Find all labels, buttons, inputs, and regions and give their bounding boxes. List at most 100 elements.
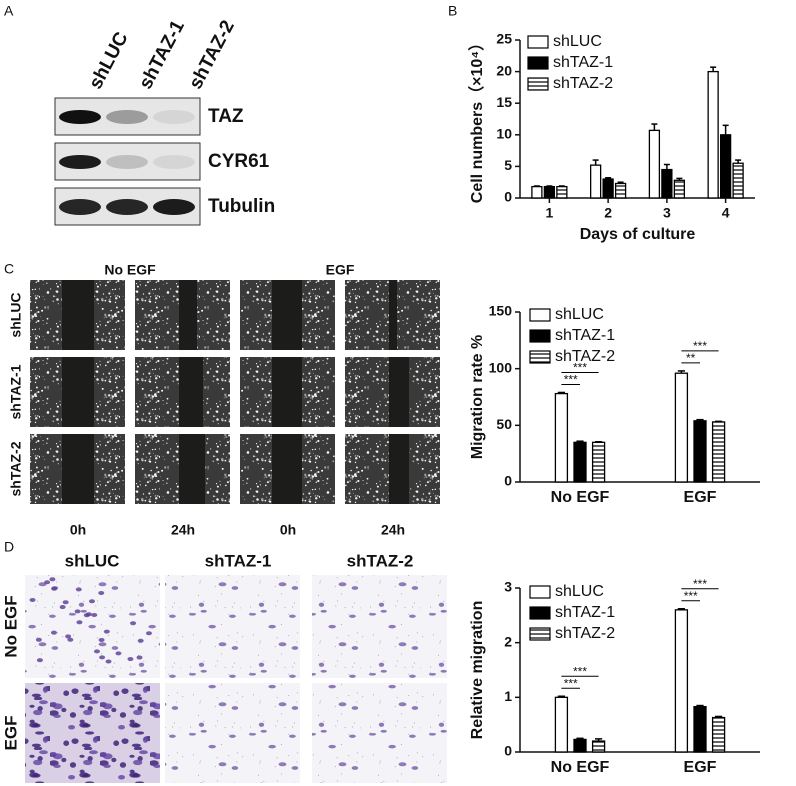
- significance-label: ***: [693, 577, 707, 591]
- panel-letter: D: [4, 539, 14, 555]
- legend-swatch: [529, 308, 551, 322]
- legend-swatch: [527, 35, 549, 49]
- x-tick-label: 3: [663, 205, 671, 221]
- bar: [554, 696, 569, 753]
- cell: [85, 612, 92, 617]
- scratch-col-label: No EGF: [104, 262, 156, 278]
- y-tick-label: 3: [504, 579, 512, 595]
- cell: [67, 637, 74, 642]
- x-axis-label: Days of culture: [580, 226, 696, 243]
- bar: [707, 70, 719, 199]
- lane-label: shLUC: [85, 29, 132, 93]
- scratch-gap: [389, 434, 409, 504]
- significance-label: ***: [564, 676, 578, 690]
- scratch-gap: [179, 357, 203, 427]
- x-tick-label: EGF: [684, 759, 717, 776]
- lane-label: shTAZ-1: [135, 17, 189, 93]
- scratch-row-label: shLUC: [8, 292, 24, 337]
- scratch-gap: [389, 357, 409, 427]
- bar: [554, 392, 569, 483]
- transwell-image: [165, 683, 300, 783]
- transwell-col-label: shTAZ-1: [205, 551, 272, 570]
- cell: [98, 637, 105, 642]
- significance-label: ***: [564, 373, 578, 387]
- scratch-gap: [272, 357, 302, 427]
- scratch-gap: [179, 280, 197, 350]
- y-tick-label: 0: [504, 189, 512, 205]
- y-tick-label: 25: [496, 31, 512, 47]
- legend-label: shTAZ-1: [555, 604, 615, 621]
- y-tick-label: 10: [496, 126, 512, 142]
- blot-band: [153, 199, 195, 215]
- bar: [719, 134, 732, 199]
- significance-label: ***: [693, 339, 707, 353]
- transwell-col-label: shTAZ-2: [347, 551, 414, 570]
- scratch-gap: [272, 280, 302, 350]
- blot-band: [153, 110, 195, 124]
- legend-swatch: [527, 77, 549, 91]
- lane-label: shTAZ-2: [185, 17, 239, 93]
- y-axis-label: Relative migration: [469, 601, 486, 740]
- blot-band: [106, 110, 148, 124]
- x-tick-label: No EGF: [551, 759, 610, 776]
- cell: [75, 587, 82, 592]
- bar: [661, 168, 673, 199]
- cell: [130, 621, 137, 626]
- bar: [602, 178, 614, 199]
- bar: [556, 185, 568, 199]
- cell: [91, 612, 98, 617]
- bar: [591, 441, 606, 483]
- scratch-gap: [389, 280, 397, 350]
- cell: [127, 657, 134, 662]
- cell: [105, 659, 112, 664]
- bar: [589, 164, 602, 199]
- cell: [49, 577, 56, 582]
- cell: [99, 655, 106, 660]
- x-tick-label: 1: [545, 205, 553, 221]
- transwell-image: [165, 575, 300, 678]
- transwell-image: [25, 575, 160, 678]
- significance-label: ***: [573, 361, 587, 375]
- scratch-row-label: shTAZ-1: [8, 364, 24, 419]
- cell: [36, 658, 43, 663]
- legend-label: shLUC: [553, 33, 602, 50]
- y-tick-label: 20: [496, 62, 512, 78]
- y-tick-label: 50: [496, 416, 512, 432]
- y-tick-label: 2: [504, 633, 512, 649]
- cell: [44, 580, 51, 585]
- cell: [145, 631, 152, 636]
- cell: [137, 638, 144, 643]
- cell: [35, 637, 42, 642]
- y-tick-label: 150: [489, 303, 513, 319]
- legend-label: shTAZ-2: [555, 625, 615, 642]
- bar: [732, 162, 744, 199]
- y-tick-label: 0: [504, 743, 512, 759]
- legend-label: shLUC: [555, 306, 604, 323]
- time-label: 24h: [381, 522, 405, 538]
- bar: [573, 738, 587, 753]
- y-tick-label: 15: [496, 94, 512, 110]
- y-tick-label: 1: [504, 688, 512, 704]
- scratch-col-label: EGF: [326, 262, 355, 278]
- blot-band: [106, 155, 148, 169]
- transwell-image: [312, 683, 447, 783]
- legend-label: shTAZ-2: [553, 75, 613, 92]
- y-tick-label: 100: [489, 359, 513, 375]
- panel-letter: A: [4, 3, 14, 19]
- cell: [88, 599, 95, 604]
- cell: [103, 629, 110, 634]
- cell: [59, 605, 66, 610]
- band-label: TAZ: [208, 106, 244, 127]
- cell: [62, 600, 69, 605]
- bar: [711, 421, 726, 483]
- time-label: 0h: [280, 522, 296, 538]
- scratch-gap: [62, 280, 94, 350]
- cell: [29, 597, 36, 602]
- legend-swatch: [527, 56, 549, 70]
- bar: [543, 185, 556, 199]
- legend-label: shTAZ-1: [553, 54, 613, 71]
- bar: [711, 716, 726, 753]
- time-label: 0h: [70, 522, 86, 538]
